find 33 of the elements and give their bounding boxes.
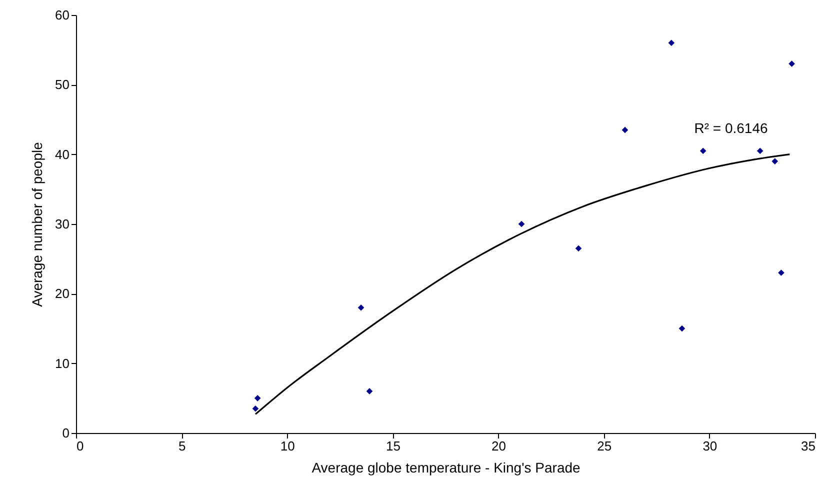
x-tick-label: 20 [492,438,506,454]
y-axis-title: Average number of people [29,142,46,307]
point [366,388,373,394]
point [575,245,582,252]
x-tick-label: 35 [801,438,816,454]
x-tick-label: 0 [76,438,84,454]
point [778,270,784,276]
point [756,148,764,154]
line-series [254,154,790,415]
y-tick-label: 10 [55,356,70,371]
y-tick-label: 30 [55,216,70,232]
point [772,158,778,164]
point [700,148,706,154]
x-tick-label: 30 [702,438,718,454]
point [678,325,686,332]
y-tick-label: 20 [55,286,70,302]
point [358,304,364,311]
x-tick-label: 15 [386,438,400,454]
x-axis-title: Average globe temperature - King's Parade [312,460,580,476]
x-tick-label: 10 [280,438,295,454]
y-tick-label: 60 [55,8,70,22]
annotation: R² = 0.6146 [694,120,768,136]
point [252,405,259,412]
y-tick-label: 0 [62,426,70,440]
point [788,60,795,67]
point [668,40,675,46]
x-tick-label: 5 [178,438,186,454]
y-tick-label: 40 [55,146,70,162]
point [254,395,261,402]
x-tick-label: 25 [597,438,612,454]
point [518,220,525,228]
y-tick-label: 50 [55,77,70,92]
point [622,126,628,134]
